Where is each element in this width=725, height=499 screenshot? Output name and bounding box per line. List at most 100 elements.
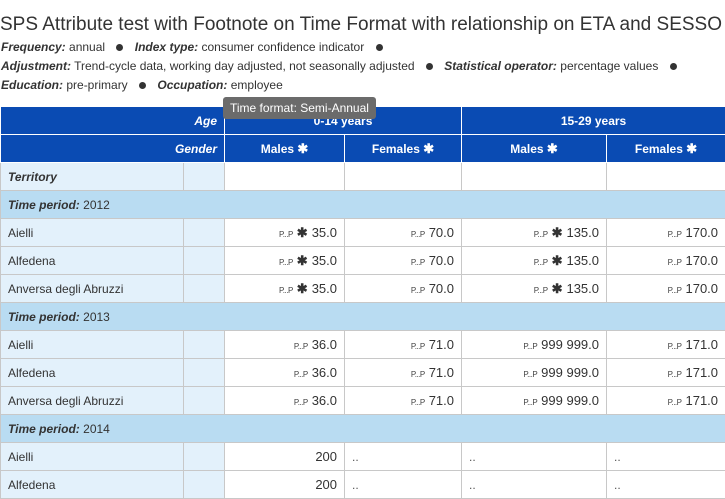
age-group-header[interactable]: 15-29 years	[462, 107, 725, 135]
footnote-star-icon[interactable]: ✱	[552, 253, 563, 268]
observation-flag[interactable]: P...P	[411, 398, 425, 407]
footnote-star-icon[interactable]: ✱	[297, 225, 308, 240]
separator-dot-icon	[116, 44, 123, 51]
value-cell: P...P 36.0	[225, 331, 345, 359]
time-period-header: Time period: 2013	[1, 303, 725, 331]
footnote-star-icon[interactable]: ✱	[297, 253, 308, 268]
observation-flag[interactable]: P...P	[534, 286, 548, 295]
observation-flag[interactable]: P...P	[523, 342, 537, 351]
observation-flag[interactable]: P...P	[294, 398, 308, 407]
time-period-row: Time period: 2012	[1, 191, 725, 219]
gender-label: Males	[510, 142, 543, 156]
observation-flag[interactable]: P...P	[668, 342, 682, 351]
footnote-star-icon[interactable]: ✱	[297, 281, 308, 296]
observation-flag[interactable]: P...P	[411, 370, 425, 379]
cell-value: 170.0	[685, 225, 718, 240]
observation-flag[interactable]: P...P	[411, 286, 425, 295]
footnote-star-icon[interactable]: ✱	[552, 281, 563, 296]
observation-flag[interactable]: P...P	[668, 398, 682, 407]
cell-value: 71.0	[429, 337, 454, 352]
occupation-label: Occupation:	[157, 78, 227, 92]
meta-line-3: Education: pre-primary Occupation: emplo…	[1, 78, 283, 92]
occupation-value: employee	[231, 78, 283, 92]
gender-label: Females	[635, 142, 683, 156]
observation-flag[interactable]: P...P	[294, 342, 308, 351]
adjustment-value: Trend-cycle data, working day adjusted, …	[74, 59, 414, 73]
adjustment-label: Adjustment:	[1, 59, 71, 73]
empty-cell	[462, 163, 607, 191]
index-type-label: Index type:	[135, 40, 198, 54]
cell-value: ..	[614, 478, 621, 492]
frequency-label: Frequency:	[1, 40, 66, 54]
cell-value: ..	[352, 478, 359, 492]
time-period-header: Time period: 2014	[1, 415, 725, 443]
observation-flag[interactable]: P...P	[534, 230, 548, 239]
observation-flag[interactable]: P...P	[668, 370, 682, 379]
observation-flag[interactable]: P...P	[411, 230, 425, 239]
observation-flag[interactable]: P...P	[534, 258, 548, 267]
cell-value: 35.0	[312, 253, 337, 268]
value-cell: ..	[345, 471, 462, 499]
footnote-star-icon[interactable]: ✱	[552, 225, 563, 240]
cell-value: 35.0	[312, 281, 337, 296]
meta-line-2: Adjustment: Trend-cycle data, working da…	[1, 59, 685, 73]
value-cell: P...P ✱ 35.0	[225, 275, 345, 303]
observation-flag[interactable]: P...P	[279, 258, 293, 267]
separator-dot-icon	[139, 82, 146, 89]
value-cell: ..	[607, 471, 725, 499]
observation-flag[interactable]: P...P	[668, 286, 682, 295]
observation-flag[interactable]: P...P	[523, 398, 537, 407]
cell-value: 171.0	[685, 393, 718, 408]
cell-value: 36.0	[312, 337, 337, 352]
time-period-row: Time period: 2013	[1, 303, 725, 331]
empty-cell	[184, 331, 225, 359]
footnote-star-icon[interactable]: ✱	[547, 141, 558, 156]
cell-value: 171.0	[685, 337, 718, 352]
value-cell: P...P✱135.0	[462, 219, 607, 247]
gender-header-males[interactable]: Males ✱	[225, 135, 345, 163]
value-cell: P...P 71.0	[345, 331, 462, 359]
footnote-star-icon[interactable]: ✱	[686, 141, 697, 156]
empty-cell	[345, 163, 462, 191]
cell-value: 171.0	[685, 365, 718, 380]
cell-value: 200	[315, 449, 337, 464]
footnote-star-icon[interactable]: ✱	[423, 141, 434, 156]
footnote-star-icon[interactable]: ✱	[297, 141, 308, 156]
observation-flag[interactable]: P...P	[279, 286, 293, 295]
gender-label: Males	[261, 142, 294, 156]
observation-flag[interactable]: P...P	[668, 258, 682, 267]
observation-flag[interactable]: P...P	[279, 230, 293, 239]
observation-flag[interactable]: P...P	[668, 230, 682, 239]
cell-value: ..	[614, 450, 621, 464]
gender-header-females[interactable]: Females ✱	[607, 135, 725, 163]
value-cell: P...P ✱135.0	[462, 275, 607, 303]
cell-value: 135.0	[566, 281, 599, 296]
empty-cell	[184, 163, 225, 191]
gender-header-females[interactable]: Females ✱	[345, 135, 462, 163]
territory-name: Alfedena	[1, 359, 184, 387]
cell-value: 999 999.0	[541, 337, 599, 352]
index-type-value: consumer confidence indicator	[201, 40, 364, 54]
page-title: SPS Attribute test with Footnote on Time…	[0, 14, 722, 36]
empty-cell	[184, 471, 225, 499]
territory-name: Anversa degli Abruzzi	[1, 387, 184, 415]
observation-flag[interactable]: P...P	[411, 342, 425, 351]
observation-flag[interactable]: P...P	[411, 258, 425, 267]
cell-value: ..	[352, 450, 359, 464]
gender-header-males[interactable]: Males ✱	[462, 135, 607, 163]
data-table: Age 0-14 years 15-29 years Gender Males …	[0, 106, 725, 499]
observation-flag[interactable]: P...P	[294, 370, 308, 379]
time-period-label: Time period:	[8, 310, 80, 324]
observation-flag[interactable]: P...P	[523, 370, 537, 379]
